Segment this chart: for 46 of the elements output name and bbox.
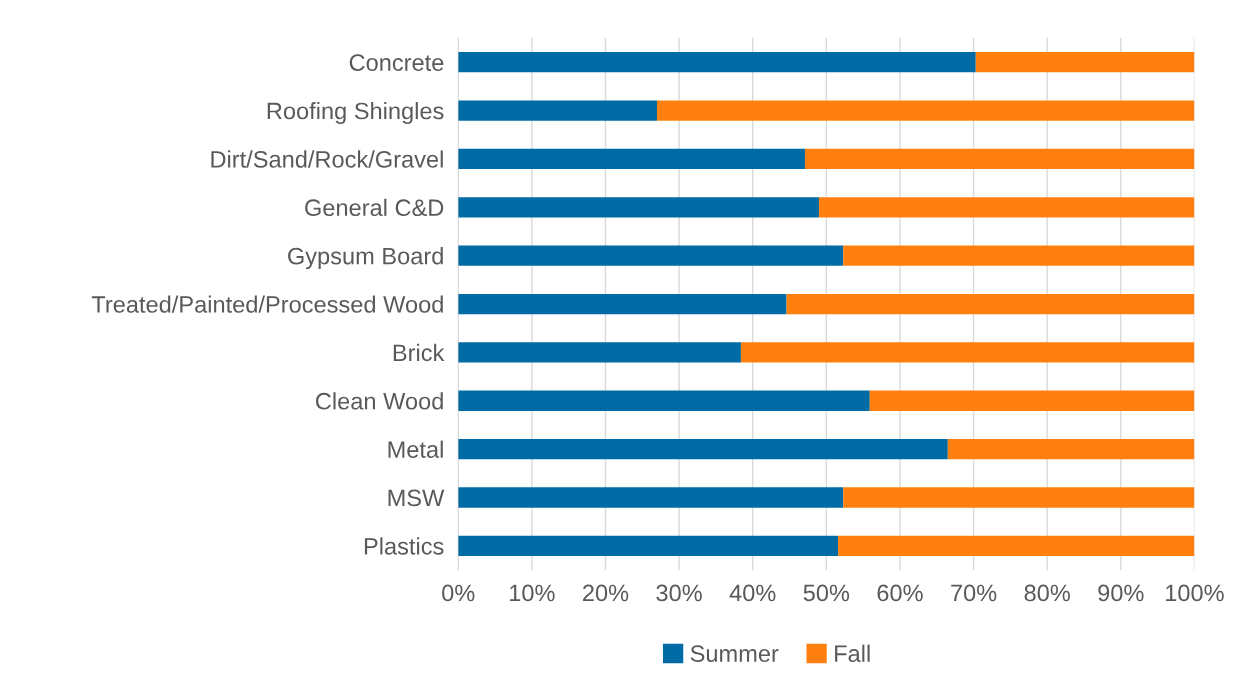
bar [458, 293, 787, 315]
x-tick-label: 40% [729, 584, 776, 602]
y-tick-label: Metal [388, 440, 443, 458]
y-tick-label: General C&D [305, 198, 444, 217]
bar [740, 342, 1195, 363]
bar [818, 197, 1195, 218]
bar [458, 148, 805, 170]
x-tick-label: 50% [803, 584, 850, 602]
x-tick-label: 0% [442, 584, 475, 602]
x-tick-label: 10% [510, 584, 555, 602]
x-tick-label: 20% [583, 584, 629, 602]
bar [804, 148, 1195, 170]
legend-label: Fall [835, 644, 870, 662]
bar [947, 438, 1195, 460]
bar [458, 535, 839, 557]
bar [838, 535, 1195, 557]
bar [458, 52, 976, 73]
legend-label: Summer [690, 645, 779, 662]
bar [458, 197, 819, 218]
bar [458, 438, 948, 460]
x-tick-label: 70% [951, 584, 997, 602]
x-tick-label: 60% [877, 584, 923, 602]
x-tick-label: 90% [1098, 584, 1144, 602]
bar [843, 245, 1195, 266]
y-tick-label: Clean Wood [316, 392, 443, 410]
bar [458, 245, 844, 266]
bar [843, 487, 1195, 508]
y-tick-label: Plastics [364, 537, 444, 555]
bar [869, 390, 1195, 411]
y-tick-label: Dirt/Sand/Rock/Gravel [211, 150, 443, 168]
y-tick-label: MSW [388, 489, 445, 507]
x-tick-label: 100% [1166, 584, 1224, 602]
y-tick-label: Concrete [349, 54, 444, 71]
bar [657, 100, 1195, 121]
bar [458, 100, 657, 121]
bar [458, 487, 844, 508]
bar [458, 390, 870, 411]
y-tick-label: Gypsum Board [288, 247, 443, 270]
x-tick-label: 80% [1024, 584, 1070, 602]
y-tick-label: Roofing Shingles [267, 102, 444, 125]
bar [975, 52, 1195, 73]
bar [458, 342, 741, 363]
bar [786, 293, 1195, 315]
y-tick-label: Treated/Painted/Processed Wood [91, 295, 443, 313]
y-tick-label: Brick [393, 343, 445, 362]
x-tick-label: 30% [656, 584, 702, 602]
